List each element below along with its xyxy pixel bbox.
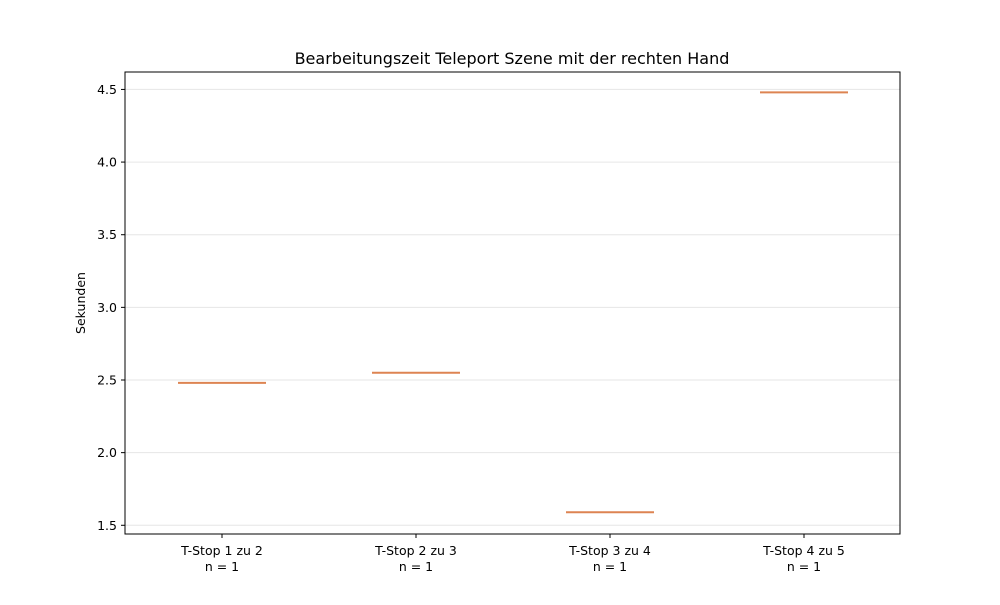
y-tick-layer: 1.5 2.0 2.5 3.0 3.5 4.0 4.5	[97, 82, 125, 533]
x-tick-label: T-Stop 2 zu 3	[374, 543, 457, 558]
x-tick-label: T-Stop 3 zu 4	[568, 543, 651, 558]
x-tick-count-label: n = 1	[593, 559, 627, 574]
y-tick-label: 3.0	[97, 300, 117, 315]
box-layer	[178, 91, 848, 514]
plot-frame	[124, 71, 901, 535]
x-tick-label: T-Stop 4 zu 5	[762, 543, 845, 558]
x-tick-layer: T-Stop 1 zu 2n = 1T-Stop 2 zu 3n = 1T-St…	[180, 534, 845, 574]
y-tick-label: 2.5	[97, 373, 117, 388]
grid-layer	[125, 88, 900, 526]
x-tick-label: T-Stop 1 zu 2	[180, 543, 263, 558]
x-tick-count-label: n = 1	[399, 559, 433, 574]
y-tick-label: 2.0	[97, 445, 117, 460]
y-tick-label: 1.5	[97, 518, 117, 533]
y-axis-label: Sekunden	[73, 272, 88, 334]
y-tick-label: 4.5	[97, 82, 117, 97]
y-tick-label: 3.5	[97, 227, 117, 242]
x-tick-count-label: n = 1	[205, 559, 239, 574]
chart-title: Bearbeitungszeit Teleport Szene mit der …	[295, 49, 730, 68]
x-tick-count-label: n = 1	[787, 559, 821, 574]
y-tick-label: 4.0	[97, 155, 117, 170]
